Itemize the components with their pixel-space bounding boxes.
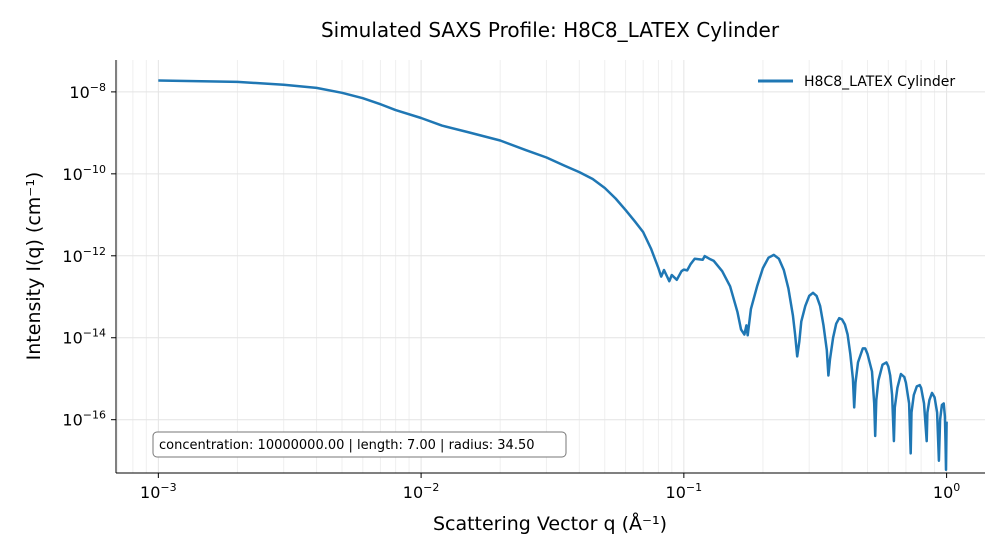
x-tick-label: 10−3 — [140, 481, 177, 502]
y-ticks: 10−16 10−14 10−12 10−10 10−8 — [62, 81, 116, 430]
y-tick-label: 10−16 — [62, 409, 106, 430]
legend-label: H8C8_LATEX Cylinder — [804, 74, 955, 90]
x-ticks: 10−3 10−2 10−1 100 — [140, 473, 960, 502]
y-tick-label: 10−12 — [62, 245, 106, 266]
y-tick-label: 10−8 — [69, 81, 106, 102]
series-line — [158, 79, 948, 472]
grid — [116, 60, 985, 473]
chart-title: Simulated SAXS Profile: H8C8_LATEX Cylin… — [321, 18, 780, 42]
annotation-text: concentration: 10000000.00 | length: 7.0… — [159, 438, 535, 453]
x-axis-label: Scattering Vector q (Å⁻¹) — [433, 512, 667, 535]
x-tick-label: 100 — [933, 481, 960, 502]
y-tick-label: 10−14 — [62, 327, 106, 348]
legend: H8C8_LATEX Cylinder — [758, 74, 955, 90]
axes-frame — [115, 60, 985, 474]
y-tick-label: 10−10 — [62, 163, 106, 184]
x-tick-label: 10−2 — [403, 481, 440, 502]
y-axis-label: Intensity I(q) (cm⁻¹) — [23, 172, 45, 361]
x-tick-label: 10−1 — [666, 481, 703, 502]
annotation-box: concentration: 10000000.00 | length: 7.0… — [152, 431, 567, 458]
